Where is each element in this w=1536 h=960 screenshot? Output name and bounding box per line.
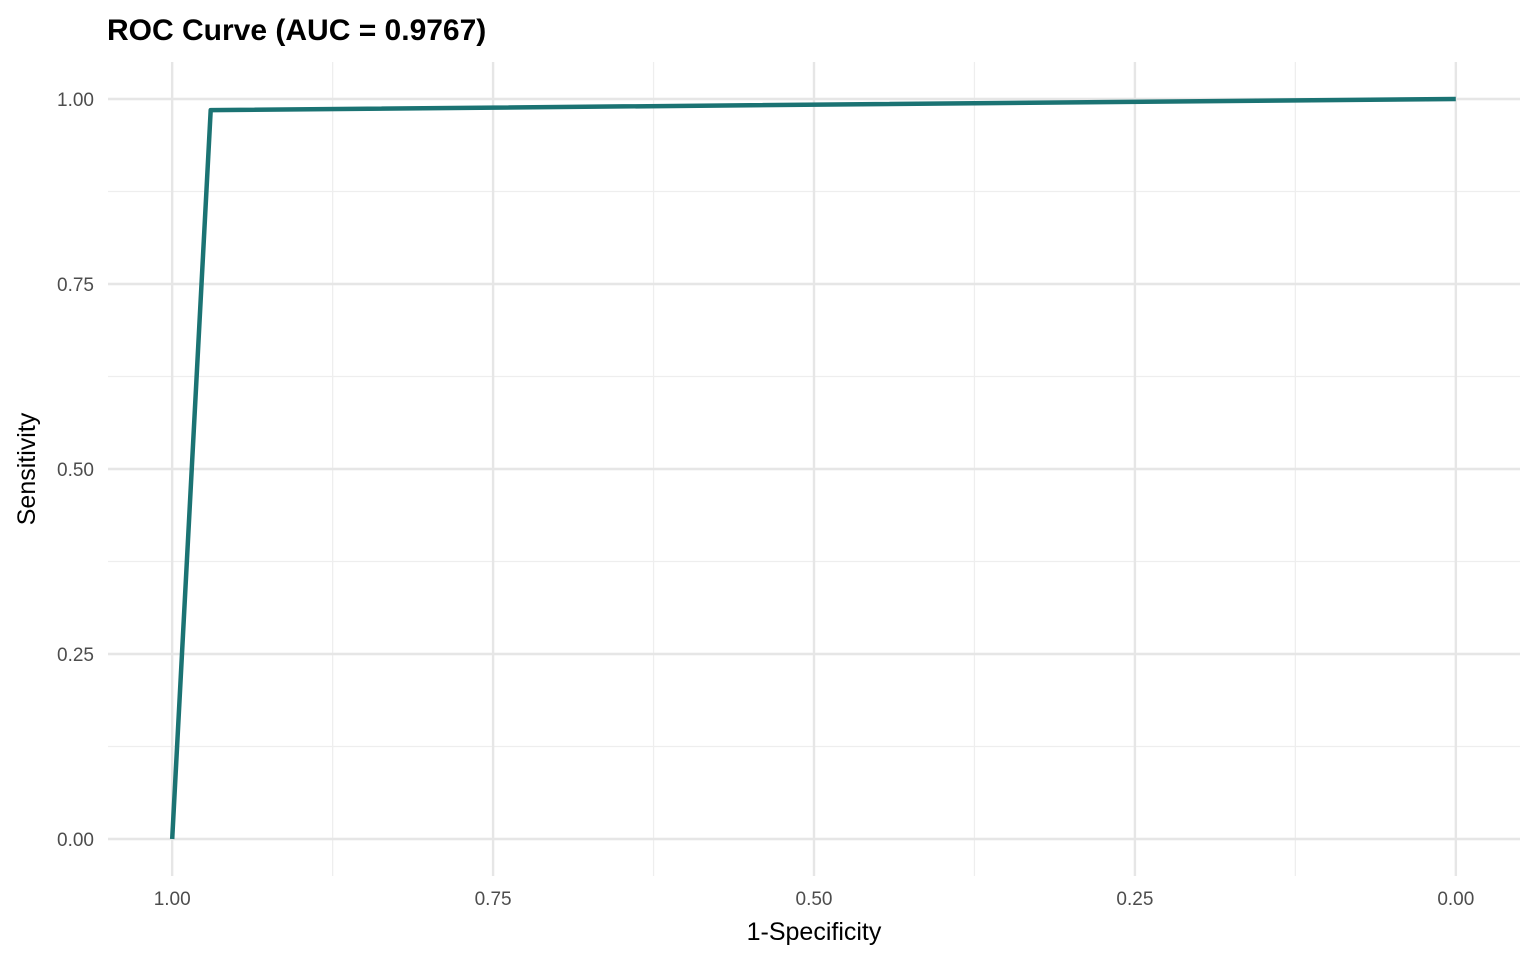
y-tick-label: 0.50 [57, 460, 94, 481]
y-tick-label: 0.75 [57, 275, 94, 296]
grid-layer [108, 62, 1520, 876]
y-tick-label: 0.00 [57, 830, 94, 851]
x-tick-label: 0.75 [475, 889, 512, 910]
x-tick-label: 0.50 [796, 889, 833, 910]
chart-title: ROC Curve (AUC = 0.9767) [107, 14, 486, 47]
x-axis-title: 1-Specificity [747, 918, 882, 946]
x-tick-label: 0.00 [1437, 889, 1474, 910]
y-axis-title: Sensitivity [13, 412, 41, 525]
x-tick-label: 0.25 [1116, 889, 1153, 910]
x-tick-label: 1.00 [154, 889, 191, 910]
tick-labels: 1.00 0.75 0.50 0.25 0.00 0.00 0.25 0.50 0.75 1.00 [57, 90, 1474, 910]
roc-curve-line [169, 96, 1456, 840]
series-layer [169, 96, 1456, 840]
y-tick-label: 0.25 [57, 645, 94, 666]
y-tick-label: 1.00 [57, 90, 94, 111]
